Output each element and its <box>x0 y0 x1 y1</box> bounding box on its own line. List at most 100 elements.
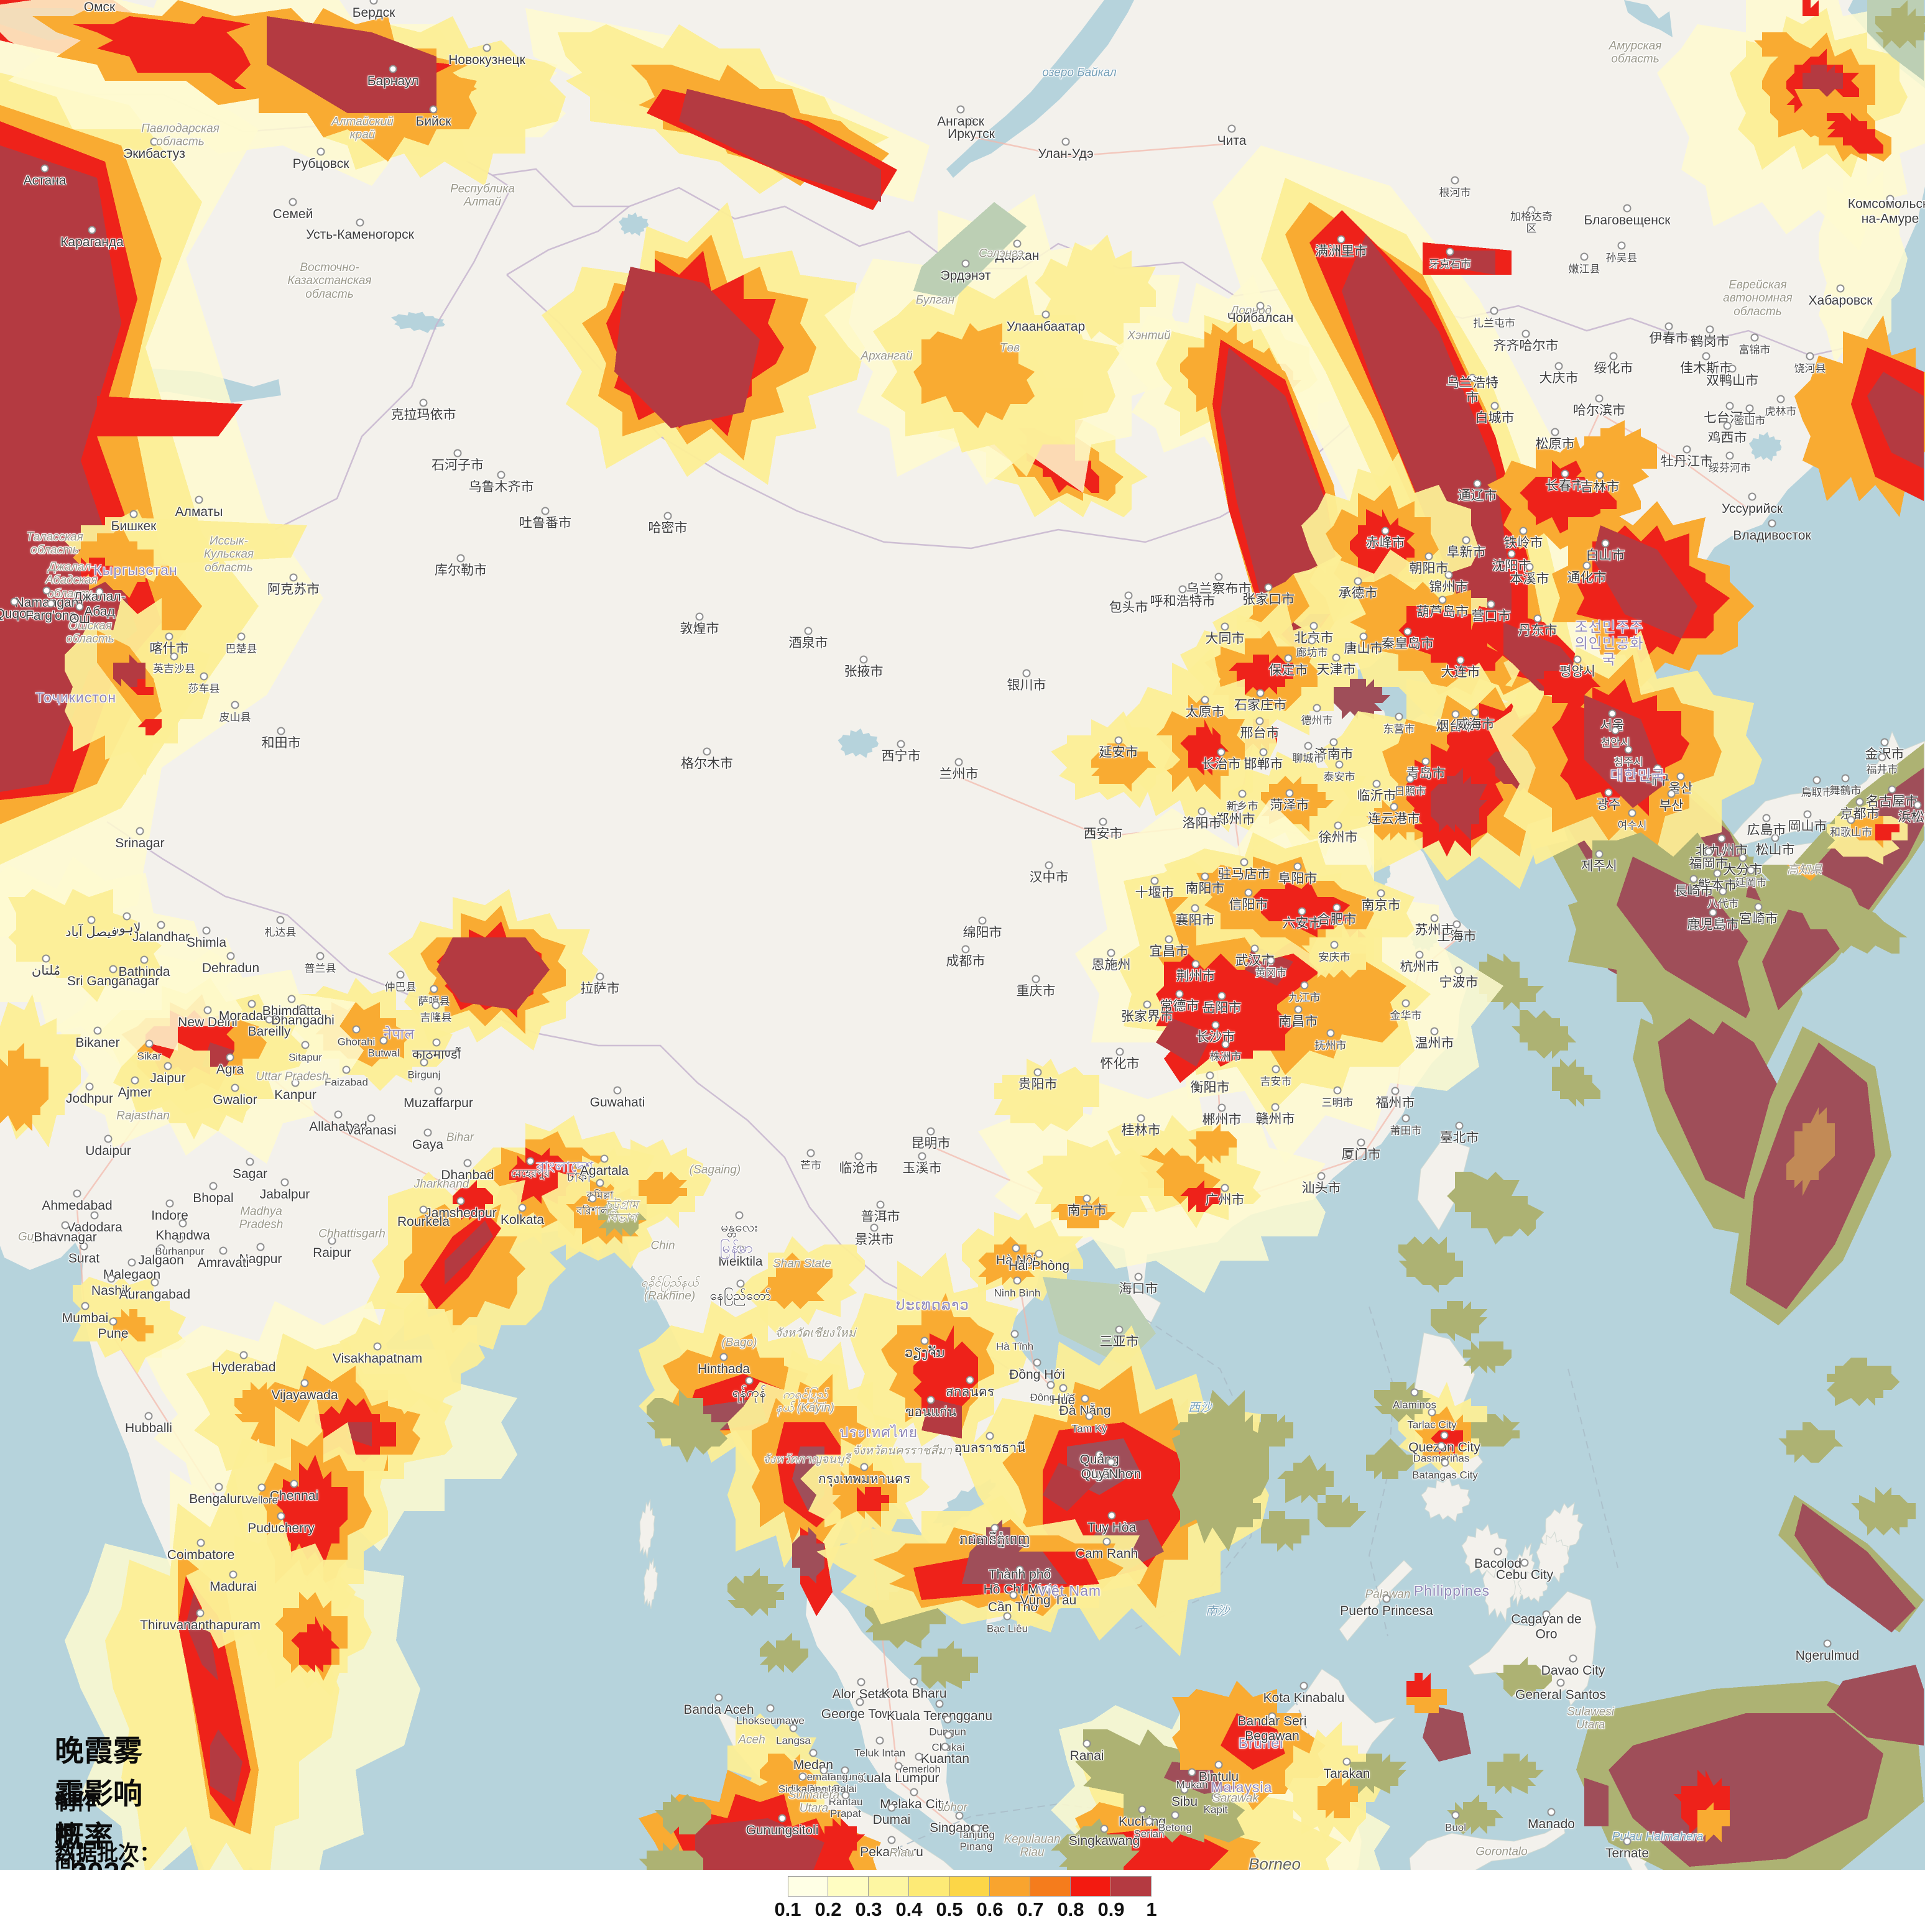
heat-blob-r1 <box>1398 606 1503 679</box>
heat-blob-m <box>1827 1665 1924 1746</box>
heat-blob-o1 <box>978 1236 1043 1285</box>
heat-blob-k <box>1172 1406 1229 1455</box>
basemap-lake <box>1748 431 1782 462</box>
heat-blob-r1 <box>275 1455 348 1568</box>
heat-blob-r2 <box>267 16 436 113</box>
legend-swatch <box>1071 1876 1111 1897</box>
heat-blob-r1 <box>1221 1713 1285 1770</box>
heat-blob-o1 <box>913 323 1035 428</box>
heat-blob-k <box>1318 1495 1366 1527</box>
admin-border <box>884 1803 1109 1854</box>
basemap-lake <box>391 311 445 333</box>
heat-blob-y2 <box>339 1293 485 1414</box>
heat-blob-r2 <box>1156 1018 1212 1067</box>
basemap-island <box>1517 1569 1548 1603</box>
legend-value: 0.8 <box>1057 1898 1084 1920</box>
basemap-island <box>1417 1138 1470 1231</box>
admin-border <box>106 821 1009 1370</box>
legend-swatch <box>909 1876 949 1897</box>
heat-blob-k <box>647 1390 727 1463</box>
heat-blob-y1 <box>1819 137 1908 380</box>
heat-blob-k <box>1463 1341 1512 1374</box>
heat-blob-k <box>1487 1754 1544 1794</box>
basemap-lake <box>838 728 879 758</box>
admin-border <box>1567 1368 1618 1568</box>
heat-blob-k <box>1075 1729 1245 1842</box>
heat-blob-m <box>1584 1778 1609 1826</box>
legend-value: 0.1 <box>774 1898 801 1920</box>
heat-blob-r1 <box>857 1487 889 1511</box>
road-line <box>971 136 1232 158</box>
heat-blob-o1 <box>1091 743 1156 792</box>
heat-blob-r1 <box>1406 1673 1431 1697</box>
legend-swatch <box>828 1876 869 1897</box>
heat-blob-m <box>962 1552 1067 1584</box>
heat-blob-o1 <box>1051 1196 1115 1228</box>
legend-swatch <box>1111 1876 1152 1897</box>
heat-blob-m <box>1794 1503 1916 1632</box>
legend-value: 0.9 <box>1097 1898 1125 1920</box>
heat-blob-o1 <box>1318 1770 1358 1818</box>
heat-blob-r2 <box>210 1729 242 1802</box>
heat-blob-r1 <box>1180 719 1229 776</box>
admin-border <box>1368 1306 1395 1637</box>
heat-blob-k <box>1512 1010 1576 1059</box>
basemap-island <box>1536 1531 1569 1583</box>
heat-blob-k <box>1495 1657 1552 1697</box>
basemap-island <box>643 1558 658 1609</box>
heat-blob-m <box>1334 679 1390 719</box>
heat-blob-r2 <box>1592 525 1697 638</box>
heat-blob-o1 <box>760 1253 833 1309</box>
admin-border <box>1132 1318 1258 1631</box>
basemap-island <box>1339 1560 1413 1642</box>
heat-blob-o1 <box>1754 24 1794 65</box>
heat-blob-r2 <box>186 1592 218 1681</box>
heat-blob-r1 <box>291 1616 339 1673</box>
legend-value: 0.6 <box>976 1898 1004 1920</box>
heat-blob-o1 <box>113 1309 154 1341</box>
probability-legend: 0.1 0.2 0.3 0.4 0.5 0.6 0.7 0.8 0.9 1 <box>0 1870 1925 1932</box>
heat-blob-k <box>1471 1414 1520 1447</box>
heat-blob-y2 <box>1035 234 1156 347</box>
heat-blob-r1 <box>1875 824 1900 840</box>
heat-blob-k <box>913 1640 978 1689</box>
heat-blob-y2 <box>129 1042 251 1139</box>
heat-blob-r2 <box>1447 251 1495 275</box>
legend-swatch <box>1030 1876 1071 1897</box>
heat-blob-r2 <box>1043 1463 1099 1511</box>
heat-blob-k <box>1212 1495 1261 1527</box>
heat-blob-k <box>1851 1487 1916 1535</box>
legend-swatch <box>788 1876 828 1897</box>
heat-blob-r2 <box>679 89 881 202</box>
heat-blob-o1 <box>1697 1802 1730 1842</box>
heat-blob-k <box>1778 1422 1843 1463</box>
heat-blob-m <box>1423 1705 1471 1762</box>
heat-blob-k <box>655 1794 711 1834</box>
heat-blob-r1 <box>129 679 154 703</box>
batch-label: 数据批次： <box>55 1842 160 1865</box>
heat-blob-m <box>970 1519 1027 1560</box>
heat-blob-r2 <box>614 267 760 428</box>
basemap-island <box>1421 1476 1471 1522</box>
heat-blob-r2 <box>1867 372 1924 469</box>
heat-blob-y2 <box>994 1059 1099 1131</box>
heat-blob-r1 <box>73 558 113 582</box>
heat-blob-k <box>1253 1511 1309 1552</box>
admin-border <box>506 206 630 276</box>
heat-blob-r1 <box>1803 0 1819 16</box>
legend-value: 0.2 <box>815 1898 842 1920</box>
heat-blob-k <box>1350 1754 1406 1794</box>
heat-blob-k <box>1447 1172 1544 1244</box>
heat-blob-o1 <box>1188 1123 1237 1164</box>
basemap-lake <box>946 0 1134 178</box>
heat-blob-m <box>792 1527 824 1584</box>
legend-value: 0.7 <box>1017 1898 1044 1920</box>
heat-blob-k <box>1875 0 1925 48</box>
bottom-white-band: 0.1 0.2 0.3 0.4 0.5 0.6 0.7 0.8 0.9 1 <box>0 1870 1925 1932</box>
legend-value: 0.4 <box>895 1898 923 1920</box>
heat-blob-r1 <box>97 396 242 436</box>
legend-swatch <box>869 1876 909 1897</box>
heat-blob-k <box>1277 1455 1334 1503</box>
heat-blob-r2 <box>1431 768 1487 840</box>
